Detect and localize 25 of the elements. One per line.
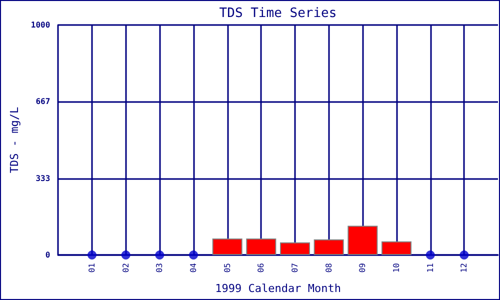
bar (246, 238, 276, 255)
x-axis-title: 1999 Calendar Month (215, 282, 342, 295)
x-tick-label: 08 (324, 262, 334, 273)
y-tick-label: 667 (36, 97, 50, 106)
bar (348, 226, 378, 255)
bar (314, 239, 344, 255)
y-axis-title: TDS - mg/L (8, 106, 21, 174)
x-tick-label: 01 (88, 262, 96, 273)
x-tick-label: 04 (189, 262, 198, 273)
x-tick-label: 09 (358, 262, 368, 273)
x-tick-label: 07 (290, 262, 300, 273)
bar (382, 241, 412, 255)
x-tick-label: 10 (392, 262, 401, 273)
x-tick-label: 06 (256, 262, 266, 273)
x-tick-label: 12 (460, 262, 469, 273)
x-tick-label: 05 (222, 262, 232, 273)
bar (280, 242, 310, 255)
y-tick-label: 0 (45, 250, 50, 260)
y-tick-label: 1000 (30, 20, 50, 30)
x-tick-label: 11 (426, 262, 435, 273)
chart-title: TDS Time Series (219, 6, 337, 21)
x-tick-label: 02 (121, 262, 130, 273)
bar (212, 238, 242, 255)
y-tick-label: 333 (36, 174, 50, 183)
x-tick-label: 03 (155, 262, 164, 273)
